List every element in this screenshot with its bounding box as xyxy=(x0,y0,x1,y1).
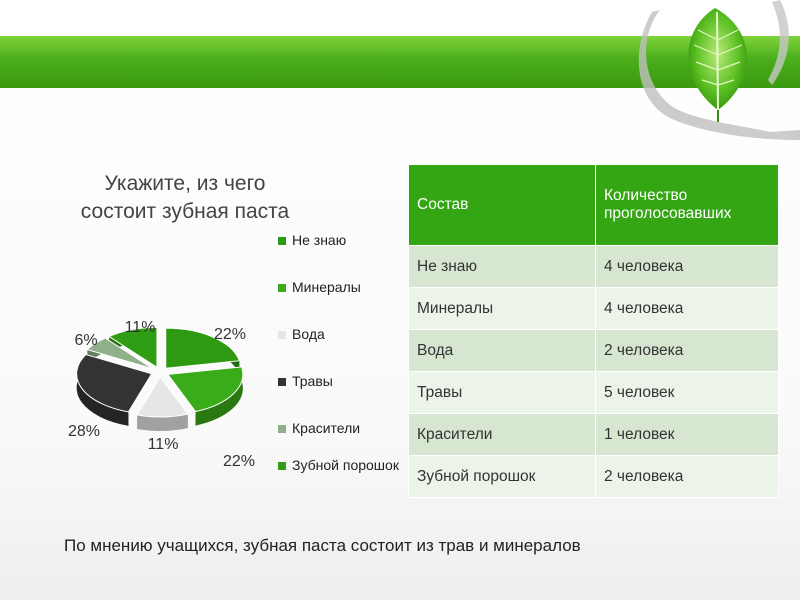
pie-slice-side xyxy=(76,354,129,426)
pie-data-label: 11% xyxy=(125,319,156,336)
column-header: Состав xyxy=(408,164,596,246)
table-cell: 1 человек xyxy=(595,413,779,456)
pie-slice xyxy=(86,337,154,370)
table-cell: 4 человека xyxy=(595,245,779,288)
table-cell: 2 человека xyxy=(595,329,779,372)
legend-swatch xyxy=(278,378,286,386)
legend-item: Минералы xyxy=(278,279,408,296)
legend-swatch xyxy=(278,331,286,339)
chart-title-line-1: Укажите, из чего xyxy=(104,172,266,195)
legend-item: Травы xyxy=(278,373,408,390)
table-cell: 4 человека xyxy=(595,287,779,330)
chart-legend: Не знаю Минералы Вода Травы Красители Зу… xyxy=(278,232,408,504)
leaf-in-hands-icon xyxy=(638,0,800,140)
legend-item: Зубной порошок xyxy=(278,457,408,474)
table-cell: Минералы xyxy=(408,287,596,330)
legend-label: Травы xyxy=(292,373,333,389)
legend-swatch xyxy=(278,462,286,470)
legend-label: Не знаю xyxy=(292,232,347,248)
table-cell: Красители xyxy=(408,413,596,456)
table-cell: Травы xyxy=(408,371,596,414)
legend-swatch xyxy=(278,425,286,433)
table-row: Вода 2 человека xyxy=(408,329,779,372)
pie-slice xyxy=(136,376,189,418)
table-header-row: Состав Количество проголосовавших xyxy=(408,164,779,246)
legend-item: Не знаю xyxy=(278,232,408,249)
table-row: Не знаю 4 человека xyxy=(408,245,779,288)
pie-data-label: 22% xyxy=(214,326,246,343)
pie-slice-side xyxy=(195,366,243,426)
legend-label: Красители xyxy=(292,420,361,436)
legend-swatch xyxy=(278,237,286,245)
pie-slice xyxy=(165,327,241,369)
table-row: Минералы 4 человека xyxy=(408,287,779,330)
table-cell: 5 человек xyxy=(595,371,779,414)
pie-data-label: 6% xyxy=(74,332,97,349)
table-cell: Вода xyxy=(408,329,596,372)
chart-title-line-2: состоит зубная паста xyxy=(80,200,290,223)
conclusion-text: По мнению учащихся, зубная паста состоит… xyxy=(64,536,581,555)
header-green-band xyxy=(0,36,800,88)
pie-slice xyxy=(108,326,158,369)
legend-swatch xyxy=(278,284,286,292)
table-cell: Не знаю xyxy=(408,245,596,288)
pie-data-label: 28% xyxy=(68,423,100,440)
table-cell: Зубной порошок xyxy=(408,455,596,498)
legend-item: Вода xyxy=(278,326,408,343)
column-header: Количество проголосовавших xyxy=(595,164,779,246)
table-row: Зубной порошок 2 человека xyxy=(408,455,779,498)
table-row: Красители 1 человек xyxy=(408,413,779,456)
pie-data-label: 22% xyxy=(223,453,255,470)
table-row: Травы 5 человек xyxy=(408,371,779,414)
pie-slice xyxy=(76,353,153,413)
legend-label: Зубной порошок xyxy=(292,457,399,473)
legend-item: Красители xyxy=(278,420,408,437)
chart-title: Укажите, из чего состоит зубная паста xyxy=(40,170,330,226)
pie-data-label: 11% xyxy=(148,436,179,453)
legend-label: Вода xyxy=(292,326,325,342)
pie-slice-side xyxy=(137,414,188,431)
pie-slice xyxy=(166,366,244,413)
votes-table: Состав Количество проголосовавших Не зна… xyxy=(408,164,779,498)
legend-label: Минералы xyxy=(292,279,361,295)
table-cell: 2 человека xyxy=(595,455,779,498)
